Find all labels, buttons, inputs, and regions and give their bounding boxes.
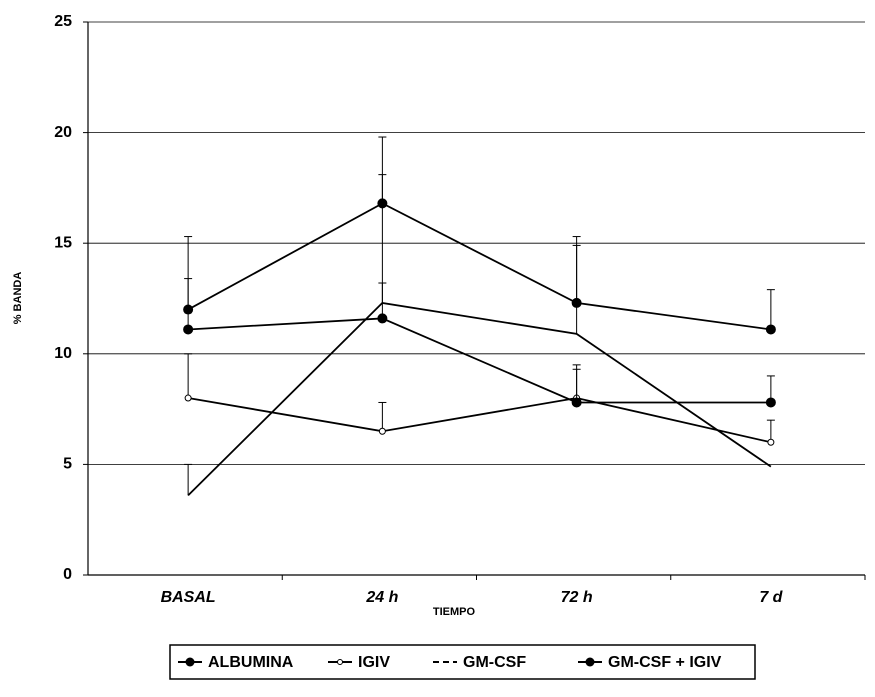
marker <box>571 397 582 408</box>
legend-label: GM-CSF <box>463 654 526 671</box>
y-tick-label: 5 <box>63 456 72 473</box>
marker <box>767 438 775 446</box>
x-tick-label: BASAL <box>161 589 216 606</box>
marker <box>765 397 776 408</box>
y-tick-label: 25 <box>54 13 72 30</box>
y-tick-label: 10 <box>54 345 72 362</box>
series-line <box>187 301 772 497</box>
legend-label: GM-CSF + IGIV <box>608 654 722 671</box>
marker <box>184 394 192 402</box>
y-tick-label: 0 <box>63 566 72 583</box>
marker <box>183 324 194 335</box>
series-line <box>188 317 771 404</box>
series-line <box>187 202 771 331</box>
series-line <box>187 397 772 444</box>
y-axis-label: % BANDA <box>12 272 24 325</box>
x-tick-label: 7 d <box>759 589 783 606</box>
marker <box>765 324 776 335</box>
legend-label: ALBUMINA <box>208 654 294 671</box>
y-tick-label: 20 <box>54 124 72 141</box>
marker <box>377 313 388 324</box>
legend-box <box>169 644 756 680</box>
y-tick-label: 15 <box>54 234 72 251</box>
legend-marker <box>585 657 595 667</box>
legend-marker <box>337 659 343 665</box>
x-tick-label: 24 h <box>365 589 398 606</box>
x-tick-label: 72 h <box>561 589 593 606</box>
legend-marker <box>185 657 195 667</box>
marker <box>378 427 386 435</box>
legend-label: IGIV <box>358 654 390 671</box>
x-axis-label: TIEMPO <box>433 606 476 618</box>
